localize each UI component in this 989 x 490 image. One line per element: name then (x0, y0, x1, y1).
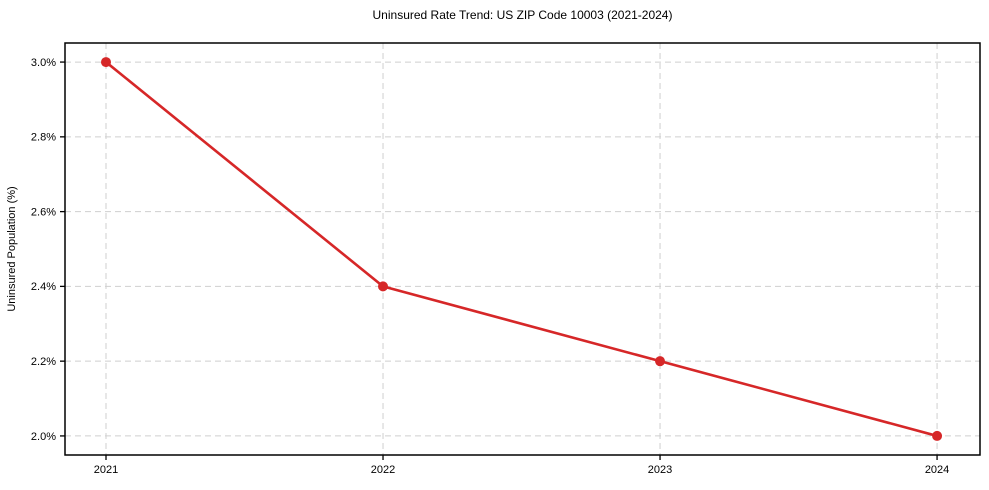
data-point-marker (378, 281, 389, 292)
chart-title: Uninsured Rate Trend: US ZIP Code 10003 … (372, 8, 673, 22)
x-tick-label: 2022 (371, 464, 395, 476)
data-point-marker (932, 430, 943, 441)
y-axis-label: Uninsured Population (%) (6, 186, 18, 311)
axes-frame (64, 42, 981, 456)
x-tick-label: 2024 (925, 464, 949, 476)
y-tick-label: 2.4% (31, 281, 56, 293)
y-tick-label: 2.6% (31, 206, 56, 218)
data-point-marker (655, 356, 666, 367)
y-tick-label: 3.0% (31, 57, 56, 69)
y-tick-label: 2.0% (31, 431, 56, 443)
trend-line (104, 60, 939, 438)
plot-area (65, 43, 980, 455)
y-tick-label: 2.8% (31, 132, 56, 144)
y-tick-label: 2.2% (31, 356, 56, 368)
x-tick-label: 2021 (94, 464, 118, 476)
x-tick-label: 2023 (648, 464, 672, 476)
data-point-marker (100, 57, 111, 68)
